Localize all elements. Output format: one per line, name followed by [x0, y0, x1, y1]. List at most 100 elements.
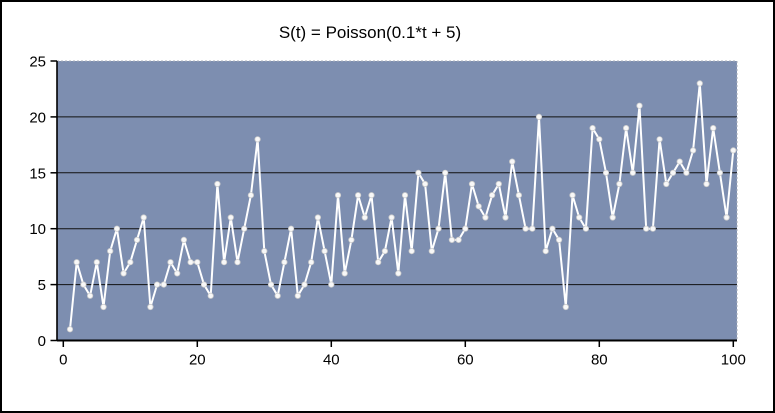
x-tick-label: 40 [323, 352, 340, 369]
data-point [221, 259, 228, 266]
data-point [609, 214, 616, 221]
data-point [294, 292, 301, 299]
data-point [542, 248, 549, 255]
data-point [509, 158, 516, 165]
data-point [120, 270, 127, 277]
data-point [482, 214, 489, 221]
data-point [80, 281, 87, 288]
x-tick-label: 80 [591, 352, 608, 369]
data-point [562, 303, 569, 311]
data-point [636, 102, 643, 109]
x-tick-label: 100 [721, 352, 746, 369]
data-point [274, 292, 281, 299]
data-point [341, 270, 348, 277]
data-point [301, 281, 308, 288]
data-point [167, 259, 174, 266]
data-point [703, 180, 710, 188]
y-tick-label: 0 [38, 333, 46, 350]
data-point [107, 248, 114, 255]
data-point [629, 169, 636, 176]
data-point [455, 236, 462, 243]
y-tick-label: 15 [29, 165, 46, 182]
data-point [448, 236, 455, 243]
data-point [348, 236, 355, 243]
data-point [147, 303, 154, 311]
data-point [462, 225, 469, 232]
x-tick-label: 60 [457, 352, 474, 369]
data-point [730, 147, 737, 154]
data-point [669, 169, 677, 176]
data-point [716, 169, 724, 176]
data-point [502, 214, 509, 221]
data-point [415, 169, 422, 176]
data-point [408, 248, 415, 255]
data-point [247, 192, 254, 199]
data-point [475, 203, 482, 210]
data-point [589, 125, 596, 132]
data-point [287, 225, 295, 232]
chart-title: S(t) = Poisson(0.1*t + 5) [279, 23, 461, 42]
data-point [488, 192, 496, 199]
data-point [381, 248, 388, 255]
data-point [616, 180, 623, 188]
data-point [582, 225, 590, 232]
data-point [180, 236, 187, 243]
data-point [113, 225, 121, 232]
series-line [69, 82, 735, 331]
data-point [261, 248, 268, 255]
data-point [154, 281, 161, 288]
data-point [656, 136, 663, 143]
data-point [388, 214, 395, 221]
data-point [643, 225, 650, 232]
data-point [495, 180, 502, 188]
data-point [328, 281, 335, 288]
data-point [267, 281, 275, 288]
data-point [281, 259, 288, 266]
data-point [66, 326, 74, 333]
data-point [368, 192, 375, 199]
data-point [214, 180, 221, 188]
data-point [241, 225, 248, 232]
data-point [354, 192, 362, 199]
data-point [308, 259, 315, 266]
data-point [515, 192, 523, 199]
data-point [194, 259, 201, 266]
data-point [361, 214, 368, 221]
data-point [207, 292, 214, 299]
data-point [596, 136, 603, 143]
data-point [227, 214, 234, 221]
data-point [375, 259, 382, 266]
data-point [395, 270, 402, 277]
data-point [649, 225, 657, 232]
data-point [87, 292, 94, 299]
data-point [254, 136, 261, 143]
data-point [468, 180, 476, 188]
plot-area [57, 61, 737, 341]
data-point [160, 281, 167, 288]
data-point [549, 225, 556, 232]
data-point [576, 214, 583, 221]
data-point [133, 236, 141, 243]
data-point [140, 214, 147, 221]
data-point [73, 259, 80, 266]
data-point [522, 225, 529, 232]
data-point [676, 158, 683, 165]
data-point [535, 113, 543, 121]
data-point [663, 180, 670, 188]
y-tick-label: 5 [38, 277, 46, 294]
y-tick-label: 20 [29, 109, 46, 126]
data-point [314, 214, 321, 221]
x-tick-label: 0 [59, 352, 67, 369]
y-tick-label: 10 [29, 221, 46, 238]
data-point [421, 180, 429, 188]
data-point [683, 169, 690, 176]
data-point [723, 214, 730, 221]
data-point [529, 225, 536, 232]
data-point [442, 169, 449, 176]
data-point [689, 147, 697, 154]
data-point [127, 259, 134, 266]
data-point [321, 248, 328, 255]
data-point [696, 80, 703, 87]
